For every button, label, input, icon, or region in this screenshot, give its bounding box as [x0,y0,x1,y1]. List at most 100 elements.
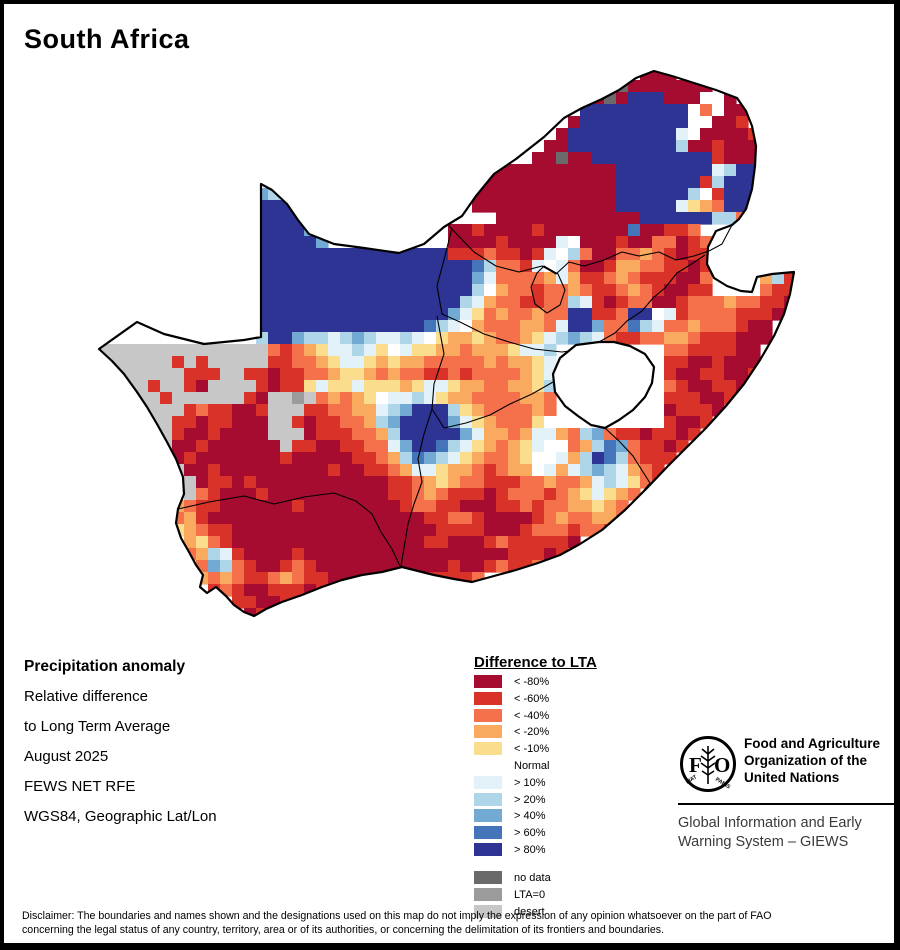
map-cell [328,308,341,321]
map-cell [448,536,461,549]
map-cell [232,548,245,561]
map-cell [472,500,485,513]
map-cell [580,128,593,141]
map-cell [232,464,245,477]
map-cell [304,476,317,489]
map-cell [676,128,689,141]
map-cell [760,308,773,321]
map-cell [724,116,737,129]
map-cell [616,488,629,501]
map-cell [664,368,677,381]
map-cell [592,500,605,513]
map-cell [436,524,449,537]
map-cell [532,344,545,357]
map-cell [316,260,329,273]
map-cell [292,416,305,429]
map-cell [496,200,509,213]
map-cell [280,308,293,321]
map-cell [700,344,713,357]
map-cell [232,488,245,501]
province-boundary [400,408,433,567]
map-cell [508,392,521,405]
map-cell [304,440,317,453]
map-cell [700,164,713,177]
map-cell [304,308,317,321]
map-cell [520,548,533,561]
map-cell [184,440,197,453]
map-cell [292,584,305,597]
map-cell [316,392,329,405]
map-cell [532,488,545,501]
map-cell [580,164,593,177]
map-cell [556,212,569,225]
map-cell [388,416,401,429]
map-cell [340,296,353,309]
lesotho-outline [551,340,656,430]
map-cell [424,488,437,501]
map-cell [556,236,569,249]
map-cell [184,464,197,477]
map-cell [256,344,269,357]
map-cell [520,344,533,357]
map-cell [652,428,665,441]
map-cell [292,260,305,273]
map-cell [712,332,725,345]
map-cell [256,476,269,489]
map-cell [544,488,557,501]
map-cell [460,536,473,549]
map-cell [580,428,593,441]
map-cell [664,392,677,405]
map-cell [292,452,305,465]
map-cell [196,536,209,549]
map-cell [400,296,413,309]
map-cell [268,524,281,537]
map-cell [676,152,689,165]
map-cell [772,284,785,297]
map-cell [232,416,245,429]
map-cell [244,548,257,561]
map-cell [616,440,629,453]
map-cell [256,356,269,369]
map-cell [208,548,221,561]
map-cell [244,500,257,513]
legend-title: Difference to LTA [474,654,597,671]
map-cell [508,200,521,213]
map-cell [556,320,569,333]
map-cell [184,404,197,417]
map-cell [676,260,689,273]
map-cell [352,512,365,525]
map-cell [376,488,389,501]
map-cell [484,284,497,297]
map-cell [568,128,581,141]
map-cell [196,428,209,441]
map-cell [508,524,521,537]
map-cell [640,128,653,141]
map-cell [556,200,569,213]
map-cell [628,116,641,129]
map-cell [448,452,461,465]
map-cell [460,500,473,513]
map-cell [544,440,557,453]
map-cell [304,368,317,381]
map-cell [616,476,629,489]
map-cell [652,440,665,453]
map-cell [592,428,605,441]
map-cell [616,188,629,201]
map-cell [352,272,365,285]
map-cell [592,476,605,489]
legend-label: desert [514,905,545,918]
map-cell [568,476,581,489]
map-cell [316,464,329,477]
map-cell [652,308,665,321]
legend-label: < -20% [514,726,550,739]
map-cell [760,332,773,345]
map-cell [724,164,737,177]
map-cell [568,296,581,309]
map-cell [628,332,641,345]
disclaimer: Disclaimer: The boundaries and names sho… [22,909,882,937]
map-cell [544,416,557,429]
map-cell [688,344,701,357]
map-cell [520,188,533,201]
map-cell [460,368,473,381]
map-cell [256,392,269,405]
